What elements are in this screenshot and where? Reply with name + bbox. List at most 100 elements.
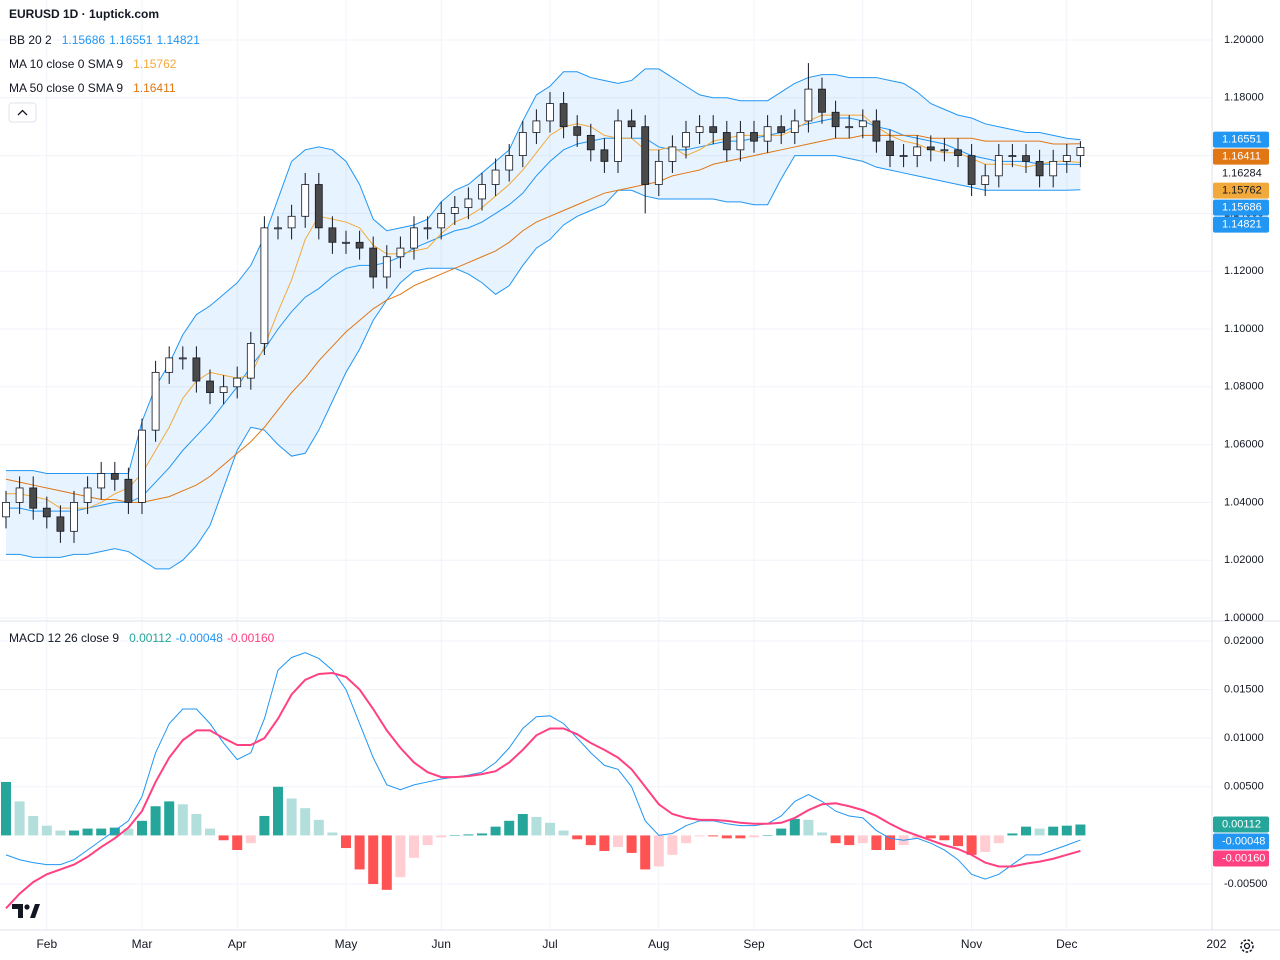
- candle-body: [138, 429, 146, 503]
- histogram-bar: [191, 814, 202, 836]
- candle-body: [858, 120, 867, 128]
- candle-body: [2, 502, 10, 518]
- candle-body: [246, 343, 255, 379]
- candle-body: [260, 227, 269, 344]
- histogram-bar: [531, 816, 542, 836]
- legend-label: MACD 12 26 close 9: [9, 631, 120, 645]
- histogram-bar: [925, 835, 936, 839]
- histogram-bar: [789, 818, 800, 836]
- candle-body: [654, 160, 663, 185]
- histogram-bar: [993, 835, 1004, 844]
- candle-body: [886, 140, 894, 156]
- price-tag: [1213, 816, 1269, 833]
- candle-body: [97, 473, 106, 489]
- histogram-bar: [803, 819, 814, 836]
- candle-body: [1076, 147, 1085, 156]
- indicator-line: [5, 134, 1081, 503]
- legend-label: MA 10 close 0 SMA 9: [9, 57, 124, 71]
- histogram-bar: [653, 835, 664, 867]
- candle-body: [29, 487, 38, 509]
- histogram-bar: [14, 801, 25, 836]
- y-tick-label: 0.01000: [1224, 732, 1264, 744]
- histogram-bar: [912, 835, 923, 839]
- candle-body: [586, 134, 595, 151]
- candle-body: [763, 126, 772, 142]
- candle-body: [872, 120, 881, 142]
- histogram-bar: [762, 835, 773, 836]
- candle-body: [981, 175, 990, 185]
- legend-value: 1.15762: [133, 57, 177, 71]
- candle-body: [42, 507, 51, 518]
- histogram-bar: [626, 835, 637, 853]
- candle-body: [192, 357, 201, 382]
- price-tag-label: 1.15686: [1222, 202, 1262, 214]
- histogram-bar: [830, 835, 841, 844]
- histogram-bar: [640, 835, 651, 870]
- candle-body: [899, 155, 908, 157]
- histogram-bar: [96, 828, 107, 836]
- histogram-bar: [1048, 826, 1059, 836]
- price-tag-label: 0.00112: [1222, 818, 1261, 830]
- y-tick-label: 0.01500: [1224, 683, 1264, 695]
- histogram-bar: [28, 815, 39, 836]
- price-tag: [1213, 833, 1269, 850]
- axis-layer: Feb Mar Apr May Jun Jul Aug Sep Oct Nov Dec 202 1.00…: [36, 34, 1269, 951]
- histogram-bar: [585, 835, 596, 846]
- candle-body: [967, 155, 976, 185]
- histogram-bar: [980, 835, 991, 852]
- legend-row: MA 50 close 0 SMA 9 1.16411: [9, 80, 180, 96]
- candle-body: [165, 357, 174, 373]
- histogram-bar: [354, 835, 365, 870]
- collapse-button[interactable]: [8, 102, 37, 123]
- macd-line: [5, 652, 1081, 880]
- y-tick-label: 1.10000: [1224, 323, 1264, 335]
- candle-body: [83, 487, 92, 503]
- x-tick-label: Feb: [36, 937, 57, 951]
- histogram-bar: [436, 835, 447, 838]
- price-tag-label: 1.16284: [1222, 168, 1262, 180]
- histogram-bar: [844, 835, 855, 846]
- candle-body: [505, 155, 514, 171]
- histogram-bar: [504, 820, 515, 836]
- x-tick-label: Mar: [132, 937, 153, 951]
- candle-body: [151, 371, 160, 431]
- candle-body: [124, 478, 133, 503]
- candle-body: [913, 146, 922, 156]
- histogram-bar: [422, 835, 433, 846]
- candle-body: [804, 88, 813, 122]
- candle-body: [750, 132, 758, 142]
- candle-body: [314, 184, 323, 229]
- candle-body: [722, 132, 731, 151]
- price-tag-label: 1.16411: [1222, 151, 1261, 163]
- y-tick-label: 1.08000: [1224, 381, 1264, 393]
- histogram-bar: [857, 835, 868, 844]
- candle-body: [546, 103, 554, 122]
- histogram-bar: [164, 801, 175, 836]
- legend-value: 1.16551: [109, 33, 153, 47]
- histogram-bar: [82, 828, 93, 836]
- candle-body: [926, 146, 935, 151]
- signal-line: [5, 672, 1081, 910]
- histogram-bar: [150, 806, 161, 836]
- indicator-line: [6, 155, 1081, 570]
- macd-pane: [1, 652, 1086, 910]
- y-tick-label: 1.06000: [1224, 439, 1264, 451]
- histogram-bar: [939, 835, 950, 841]
- histogram-bar: [966, 835, 977, 855]
- candle-body: [1062, 155, 1071, 162]
- y-tick-label: 1.20000: [1224, 34, 1264, 46]
- histogram-bar: [694, 835, 705, 837]
- histogram-bar: [123, 828, 134, 836]
- legend-row: MA 10 close 0 SMA 9 1.15762: [9, 56, 180, 72]
- candle-body: [355, 241, 364, 249]
- histogram-bar: [871, 835, 882, 850]
- histogram-bar: [681, 835, 691, 844]
- histogram-bar: [232, 835, 243, 850]
- candle-body: [695, 126, 704, 133]
- y-tick-label: 1.18000: [1224, 92, 1264, 104]
- candle-body: [274, 227, 282, 230]
- candle-body: [641, 126, 650, 185]
- settings-button[interactable]: [1240, 939, 1254, 953]
